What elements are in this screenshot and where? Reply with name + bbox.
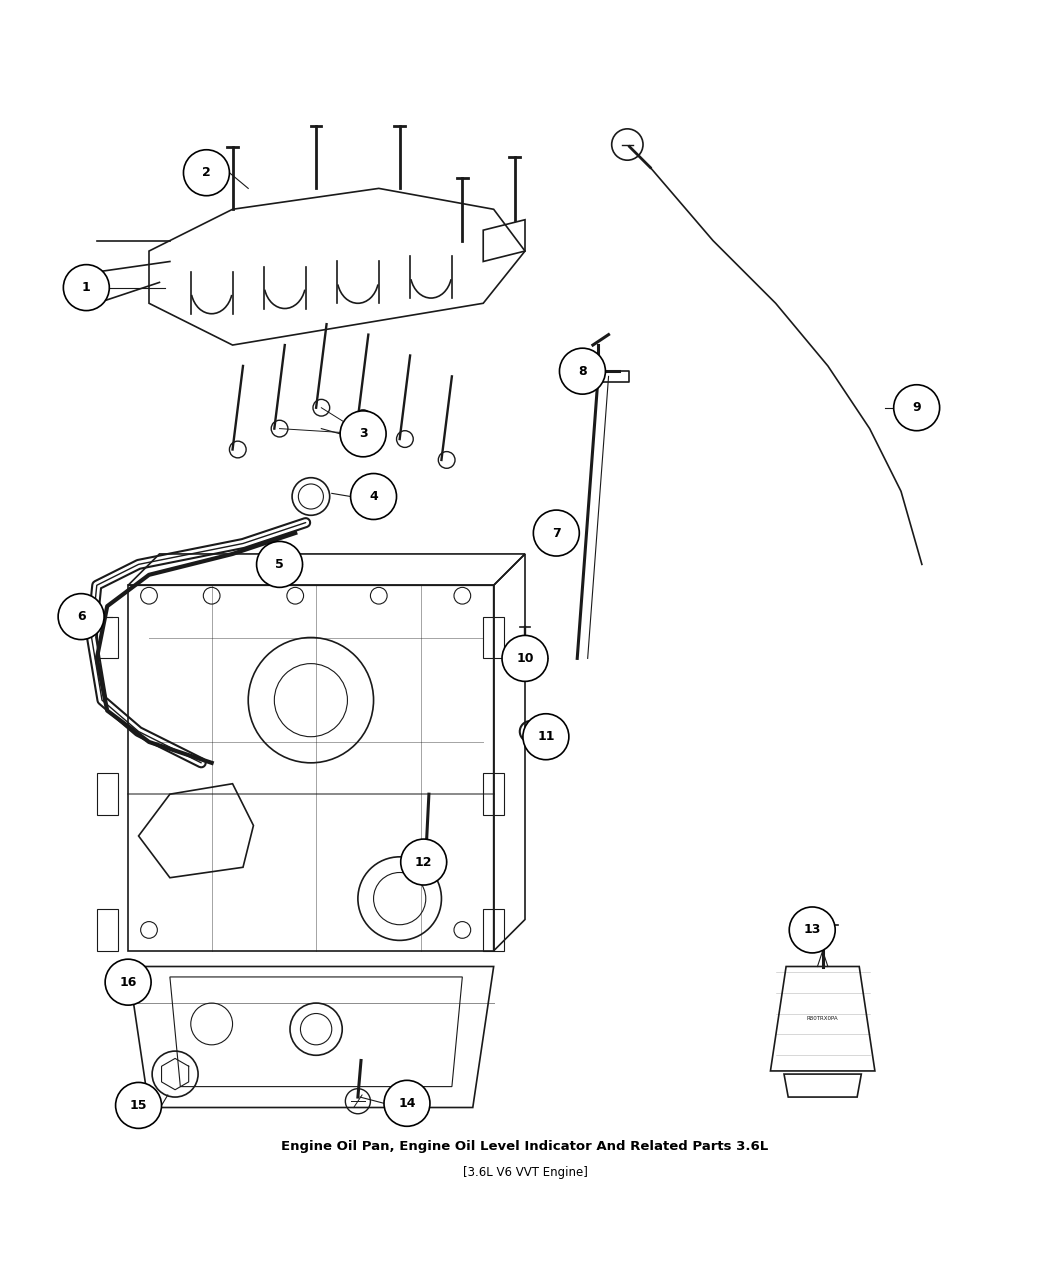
Text: 5: 5 [275, 558, 284, 571]
Circle shape [256, 542, 302, 588]
Text: 9: 9 [912, 402, 921, 414]
Text: 16: 16 [120, 975, 136, 988]
Circle shape [560, 348, 606, 394]
Circle shape [268, 556, 280, 569]
Text: 8: 8 [579, 365, 587, 377]
Text: 2: 2 [202, 166, 211, 180]
Text: 12: 12 [415, 856, 433, 868]
Text: R80TRX0PA: R80TRX0PA [806, 1016, 839, 1021]
Text: 1: 1 [82, 280, 90, 295]
Circle shape [894, 385, 940, 431]
Circle shape [502, 635, 548, 681]
Circle shape [184, 149, 229, 195]
Circle shape [105, 959, 151, 1005]
Circle shape [401, 839, 446, 885]
Circle shape [116, 1082, 162, 1128]
Circle shape [351, 473, 397, 519]
Text: 3: 3 [359, 427, 368, 440]
Text: 7: 7 [552, 527, 561, 539]
Text: Engine Oil Pan, Engine Oil Level Indicator And Related Parts 3.6L: Engine Oil Pan, Engine Oil Level Indicat… [281, 1140, 769, 1154]
Text: 10: 10 [517, 652, 533, 664]
Circle shape [340, 411, 386, 456]
Text: 14: 14 [398, 1096, 416, 1109]
Circle shape [790, 907, 835, 952]
Circle shape [63, 265, 109, 311]
Text: 15: 15 [130, 1099, 147, 1112]
Text: [3.6L V6 VVT Engine]: [3.6L V6 VVT Engine] [463, 1165, 587, 1178]
Circle shape [523, 714, 569, 760]
Circle shape [384, 1080, 429, 1126]
Text: 6: 6 [77, 611, 85, 623]
Text: 13: 13 [803, 923, 821, 936]
Text: 11: 11 [538, 731, 554, 743]
Circle shape [58, 594, 104, 640]
Circle shape [533, 510, 580, 556]
Text: 4: 4 [370, 490, 378, 504]
